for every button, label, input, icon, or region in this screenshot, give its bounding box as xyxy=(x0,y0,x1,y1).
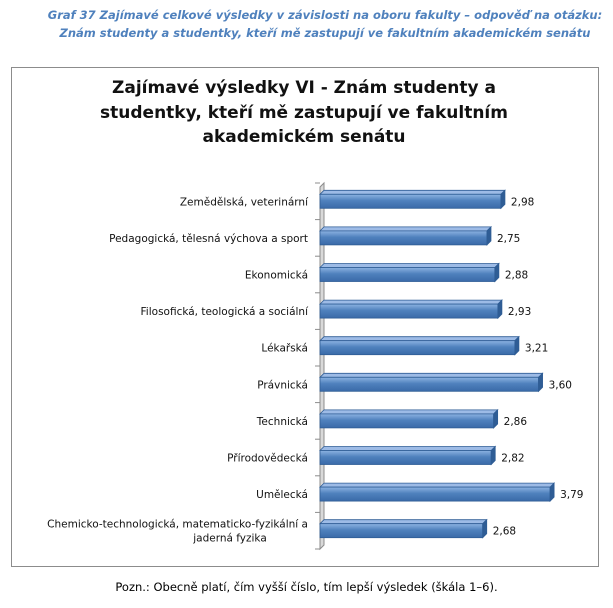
data-label: 3,60 xyxy=(549,379,572,391)
chart-title-line-2: studentky, kteří mě zastupují ve fakultn… xyxy=(100,102,508,123)
data-label: 2,82 xyxy=(501,453,524,465)
bar xyxy=(319,335,520,356)
category-label: Technická xyxy=(256,416,308,428)
bar xyxy=(319,372,544,393)
category-label: Chemicko-technologická, matematicko-fyzi… xyxy=(47,519,308,545)
data-label: 2,93 xyxy=(508,306,531,318)
bar xyxy=(319,482,556,503)
category-label: Umělecká xyxy=(256,489,308,501)
bar xyxy=(319,518,488,539)
data-label: 2,86 xyxy=(504,416,528,428)
category-label-line: Chemicko-technologická, matematicko-fyzi… xyxy=(47,519,308,531)
caption-line-1: Graf 37 Zajímavé celkové výsledky v závi… xyxy=(47,8,603,22)
category-label: Přírodovědecká xyxy=(227,453,308,465)
bar xyxy=(319,445,497,466)
bar xyxy=(319,408,499,429)
data-label: 2,68 xyxy=(493,526,516,538)
data-label: 3,21 xyxy=(525,343,548,355)
category-label: Ekonomická xyxy=(245,270,308,282)
bar xyxy=(319,189,506,210)
category-label-line: jaderná fyzika xyxy=(192,533,267,545)
category-label: Lékařská xyxy=(261,343,308,355)
category-label: Právnická xyxy=(257,379,308,391)
data-label: 3,79 xyxy=(560,489,583,501)
chart-title: Zajímavé výsledky VI - Znám studenty a s… xyxy=(11,76,597,150)
data-label: 2,98 xyxy=(511,196,534,208)
caption-line-2: Znám studenty a studentky, kteří mě zast… xyxy=(59,26,591,40)
data-label: 2,88 xyxy=(505,270,528,282)
figure-caption: Graf 37 Zajímavé celkové výsledky v závi… xyxy=(40,6,610,42)
bar xyxy=(319,225,492,246)
chart-title-line-1: Zajímavé výsledky VI - Znám studenty a xyxy=(112,78,496,98)
bar xyxy=(319,262,500,283)
category-label: Filosofická, teologická a sociální xyxy=(141,306,310,318)
data-label: 2,75 xyxy=(497,233,520,245)
category-label: Pedagogická, tělesná výchova a sport xyxy=(109,233,308,245)
footnote: Pozn.: Obecně platí, čím vyšší číslo, tí… xyxy=(115,580,498,594)
category-label: Zemědělská, veterinární xyxy=(180,196,309,208)
bar xyxy=(319,299,503,320)
chart-title-line-3: akademickém senátu xyxy=(202,127,406,147)
